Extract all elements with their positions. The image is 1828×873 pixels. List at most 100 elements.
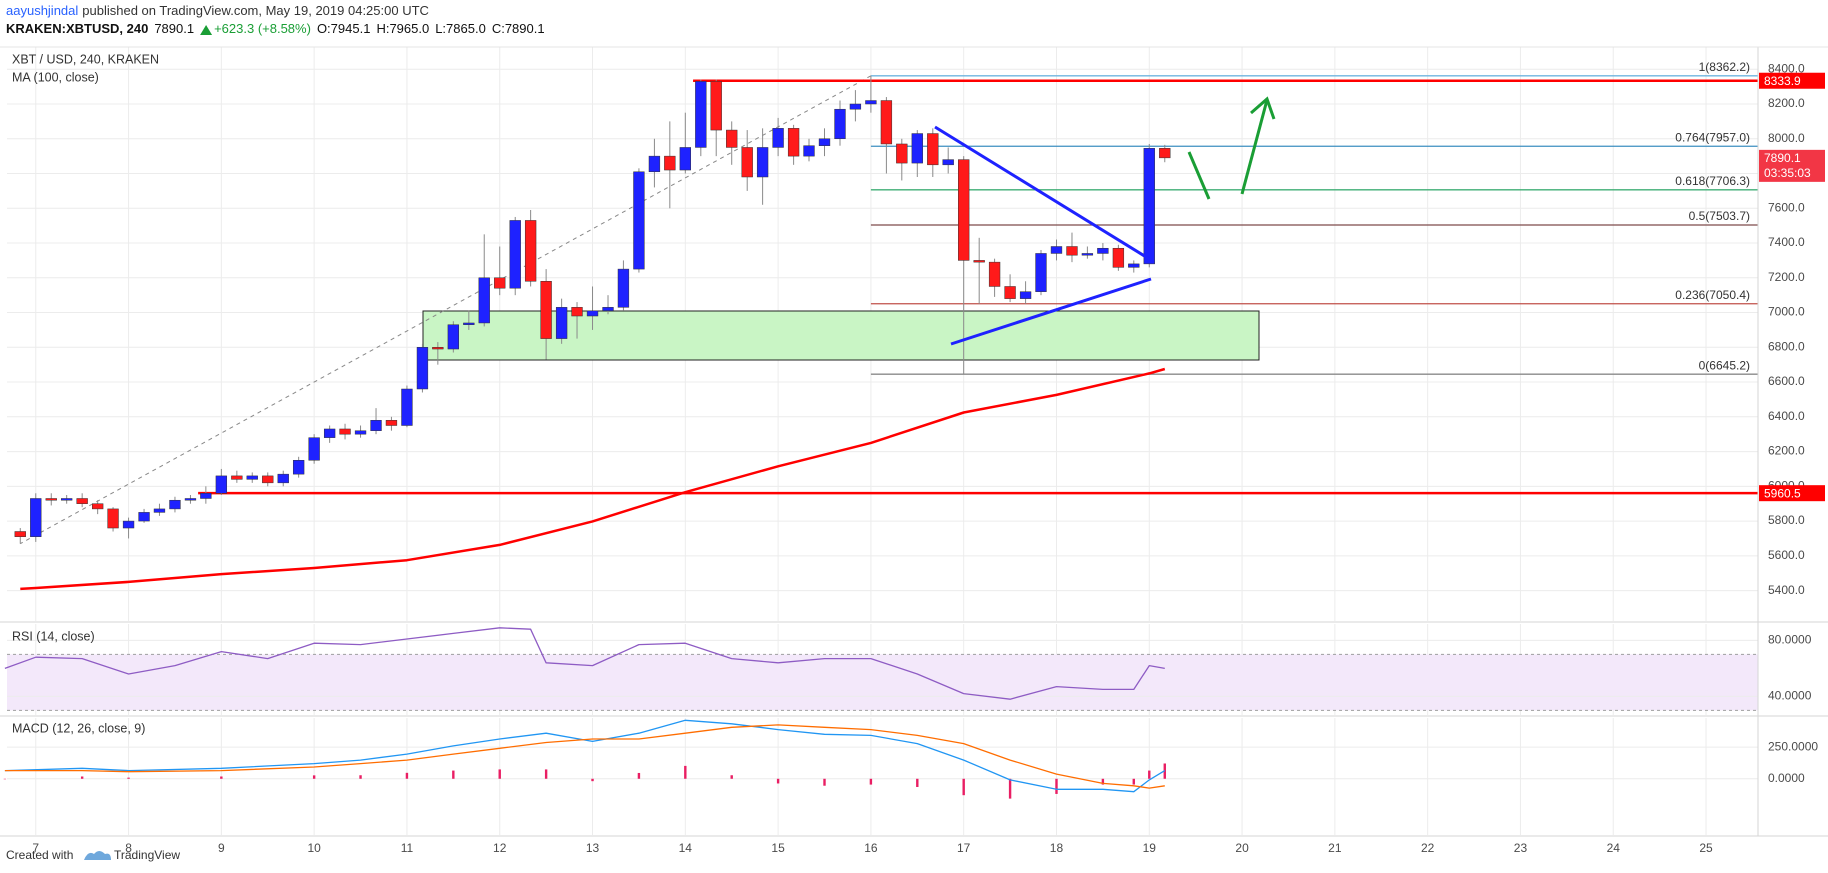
author[interactable]: aayushjindal	[6, 3, 78, 18]
candle-body	[555, 307, 568, 339]
y-tick-label: 5400.0	[1768, 583, 1805, 597]
change-arrow	[200, 25, 213, 35]
candle-body	[169, 499, 181, 510]
x-tick-label: 11	[401, 841, 414, 855]
countdown-label: 03:35:03	[1764, 166, 1811, 180]
x-tick-label: 16	[864, 841, 878, 855]
y-tick-label: 6600.0	[1768, 374, 1805, 388]
candle-body	[308, 437, 320, 461]
macd-pane-title: MACD (12, 26, close, 9)	[12, 721, 145, 735]
y-tick-label: 8400.0	[1768, 61, 1805, 75]
rsi-band	[7, 654, 1758, 711]
candle-body	[1159, 148, 1171, 159]
price-tag	[1759, 72, 1825, 89]
trendline-lower	[950, 277, 1152, 346]
candle-body	[292, 460, 305, 475]
histogram-bar	[405, 772, 409, 779]
x-tick-label: 21	[1328, 841, 1342, 855]
y-tick-label: 80.0000	[1768, 633, 1812, 647]
x-tick-label: 15	[771, 841, 785, 855]
candle-body	[1066, 246, 1078, 256]
candle-body	[91, 503, 104, 510]
candle-body	[617, 268, 630, 308]
y-tick-label: 6800.0	[1768, 339, 1805, 353]
data-layer: 1(8362.2) 0.764(7957.0) 0.618(7706.3) 0.5(7…	[3, 60, 1758, 799]
candle-body	[494, 277, 506, 289]
histogram-bar	[220, 776, 223, 779]
histogram-bar	[80, 776, 84, 779]
candle-body	[1128, 263, 1140, 268]
candle-body	[30, 498, 42, 537]
fib-trend	[20, 75, 872, 545]
price-tag-label: 8333.9	[1764, 74, 1801, 88]
price-pane-title: XBT / USD, 240, KRAKEN	[12, 52, 159, 66]
candle-body	[586, 310, 599, 317]
candle-body	[122, 520, 135, 529]
x-tick-label: 13	[586, 841, 600, 855]
histogram-bar	[359, 775, 362, 779]
candle-body	[354, 430, 367, 435]
histogram-bar	[1101, 778, 1105, 785]
candle-body	[138, 512, 150, 522]
histogram-bar	[312, 775, 316, 779]
candle-body	[803, 145, 815, 157]
histogram-bar	[591, 778, 594, 782]
histogram-bar	[544, 769, 548, 779]
candle-body	[370, 420, 382, 431]
y-tick-label: 6200.0	[1768, 444, 1805, 458]
indicator-line	[4, 724, 1165, 789]
footer-text: Created with	[6, 848, 73, 862]
x-tick-label: 14	[679, 841, 693, 855]
arrow-up-head	[1250, 96, 1276, 120]
candle-body	[834, 108, 846, 140]
candle-body	[1112, 247, 1125, 268]
y-tick-label: 7400.0	[1768, 235, 1805, 249]
candle-body	[416, 347, 429, 390]
candle-body	[76, 498, 88, 504]
y-tick-label: 8200.0	[1768, 96, 1805, 110]
y-tick-label: 5800.0	[1768, 513, 1805, 527]
histogram-bar	[3, 778, 7, 780]
ohlc-close: C:7890.1	[492, 21, 545, 36]
arrow-up-stroke	[1240, 99, 1269, 195]
x-tick-label: 10	[307, 841, 321, 855]
last-price-label: 7890.1	[1764, 151, 1801, 165]
candle-body	[323, 428, 336, 438]
candle-body	[1004, 286, 1016, 299]
candle-body	[756, 147, 769, 178]
candle-body	[787, 128, 800, 157]
histogram-bar	[1055, 778, 1058, 794]
candle-body	[741, 147, 753, 178]
candle-body	[215, 475, 228, 494]
histogram-bar	[637, 772, 641, 779]
candle-body	[772, 128, 784, 148]
fib-label: 0.5(7503.7)	[1689, 209, 1750, 223]
x-tick-label: 20	[1235, 841, 1249, 855]
footer-brand[interactable]: TradingView	[114, 848, 180, 862]
histogram-bar	[776, 778, 780, 784]
candle-body	[988, 261, 1001, 287]
candle-body	[14, 531, 26, 537]
publish-line: aayushjindal published on TradingView.com…	[6, 3, 429, 18]
fib-label: 0.764(7957.0)	[1675, 130, 1750, 144]
histogram-bar	[127, 777, 130, 779]
candle-body	[818, 138, 831, 146]
candle-body	[339, 428, 351, 435]
candle-body	[927, 133, 939, 166]
x-tick-label: 25	[1699, 841, 1713, 855]
price-tag	[1759, 485, 1825, 502]
y-tick-label: 6400.0	[1768, 409, 1805, 423]
candle-body	[478, 277, 490, 324]
ohlc-high: H:7965.0	[376, 21, 429, 36]
candle-body	[447, 324, 459, 350]
y-tick-label: 7000.0	[1768, 305, 1805, 319]
candle-body	[648, 155, 661, 173]
tradingview-logo	[84, 851, 111, 860]
x-tick-label: 18	[1050, 841, 1064, 855]
histogram-bar	[452, 770, 455, 779]
y-tick-label: 7600.0	[1768, 200, 1805, 214]
candle-body	[911, 133, 923, 164]
candle-body	[540, 281, 552, 339]
moving-average	[20, 367, 1166, 591]
candle-body	[401, 388, 413, 426]
